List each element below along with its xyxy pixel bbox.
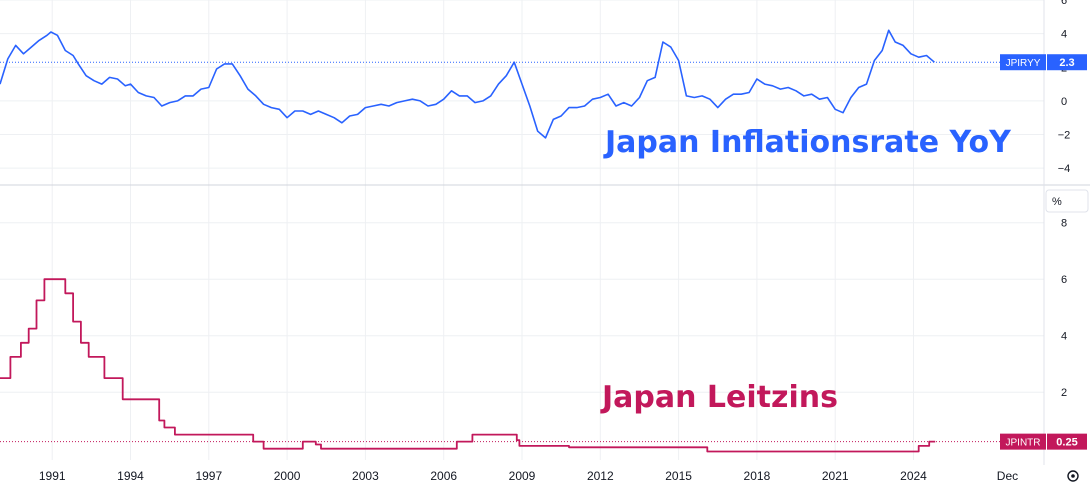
y-tick-label: 4	[1061, 331, 1067, 343]
y-tick-label: 6	[1061, 0, 1067, 7]
last-value-label: 0.25	[1056, 437, 1077, 449]
series-lines[interactable]	[0, 29, 936, 453]
x-tick-label: 2021	[822, 469, 849, 483]
series-name-badge	[1000, 433, 1046, 450]
x-tick-label: 2003	[352, 469, 379, 483]
x-tick-label: 2012	[587, 469, 614, 483]
series-name-badge	[1000, 54, 1046, 71]
tick-labels: 1991 1994 1997 2000 2003 2006 2009 2012 2015 2018…	[39, 0, 1070, 483]
y-tick-label: 4	[1061, 29, 1067, 41]
y-tick-label: 0	[1061, 96, 1067, 108]
y-tick-label: 2	[1061, 387, 1067, 399]
series-name-label: JPINTR	[1006, 438, 1041, 449]
x-tick-label: 2018	[744, 469, 771, 483]
last-value-badge	[1047, 433, 1087, 450]
y-tick-label: 6	[1061, 274, 1067, 286]
x-tick-label: Dec	[997, 469, 1018, 483]
inflation-chart-title: Japan Inflationsrate YoY	[603, 125, 1012, 160]
x-tick-label: 2006	[430, 469, 457, 483]
series-name-label: JPIRYY	[1006, 58, 1041, 69]
last-value-label: 2.3	[1059, 57, 1074, 69]
series-line-jpintr[interactable]	[0, 278, 936, 453]
gear-icon[interactable]	[1067, 470, 1079, 482]
x-tick-label: 2024	[900, 469, 927, 483]
axes	[0, 0, 1090, 465]
x-tick-label: 1997	[195, 469, 222, 483]
unit-label: %	[1052, 196, 1062, 208]
unit-button-box[interactable]	[1045, 189, 1089, 213]
gear-icon-ring	[1067, 470, 1079, 482]
x-tick-label: 1991	[39, 469, 66, 483]
series-line-jpiryy[interactable]	[0, 29, 935, 139]
y-tick-label: 8	[1061, 218, 1067, 230]
x-tick-label: 1994	[117, 469, 144, 483]
y-tick-label: −2	[1058, 130, 1071, 142]
unit-button[interactable]: %	[1045, 189, 1089, 213]
x-tick-label: 2000	[274, 469, 301, 483]
y-tick-label: −4	[1058, 163, 1071, 175]
grid-lines	[0, 0, 1044, 460]
gear-icon-hub	[1071, 474, 1075, 478]
x-tick-label: 2015	[665, 469, 692, 483]
rate-chart-title: Japan Leitzins	[600, 380, 838, 415]
value-labels: JPIRYY 2.3 JPINTR 0.25	[0, 54, 1087, 450]
x-tick-label: 2009	[509, 469, 536, 483]
last-value-badge	[1047, 54, 1087, 71]
